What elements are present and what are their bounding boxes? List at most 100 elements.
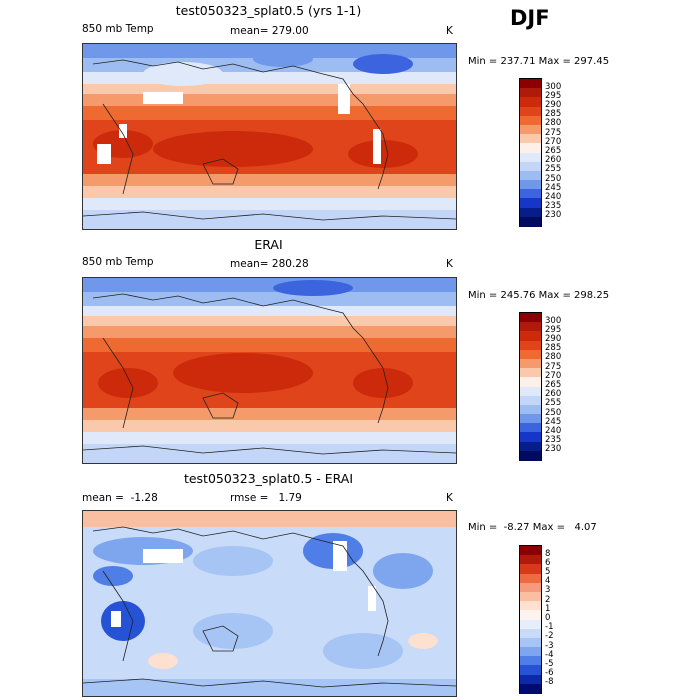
panel3-units-label: K — [446, 492, 453, 504]
colorbar-tick-label: 275 — [545, 127, 562, 138]
colorbar-segment — [520, 656, 541, 666]
colorbar-tick-label: 260 — [545, 389, 562, 400]
colorbar-tick-label: 300 — [545, 315, 562, 326]
panel1-minmax: Min = 237.71 Max = 297.45 — [468, 56, 610, 67]
colorbar-segment — [520, 88, 541, 98]
colorbar-tick-label: 260 — [545, 155, 562, 166]
colorbar-segment — [520, 423, 541, 433]
panel3-colorbar — [519, 545, 542, 694]
panel2-colorbar — [519, 312, 542, 461]
colorbar-segment — [520, 340, 541, 351]
panel1-map-field — [83, 44, 456, 229]
panel1-colorbar-labels: 300 295 290 285 280 275 270 265 260 255 250 245 240 2… — [545, 78, 585, 225]
colorbar-segment — [520, 106, 541, 117]
colorbar-segment — [520, 189, 541, 199]
panel3-rmse-label: rmse = 1.79 — [230, 492, 302, 504]
panel1-variable-label: 850 mb Temp — [82, 23, 154, 35]
colorbar-segment — [520, 432, 541, 443]
panel3-title: test050323_splat0.5 - ERAI — [183, 471, 354, 486]
colorbar-segment — [520, 610, 541, 620]
colorbar-segment — [520, 450, 541, 461]
colorbar-segment — [520, 674, 541, 685]
colorbar-tick-label: 255 — [545, 164, 562, 175]
colorbar-segment — [520, 161, 541, 172]
colorbar-tick-label: 3 — [545, 585, 551, 596]
panel1-map — [82, 43, 457, 230]
colorbar-tick-label: 0 — [545, 613, 551, 623]
colorbar-tick-label: 280 — [545, 118, 562, 129]
colorbar-segment — [520, 198, 541, 209]
colorbar-segment — [520, 368, 541, 378]
colorbar-segment — [520, 143, 541, 153]
colorbar-tick-label: 235 — [545, 435, 562, 446]
colorbar-tick-label: 275 — [545, 361, 562, 372]
colorbar-tick-label: -3 — [545, 640, 554, 651]
panel2-map-field — [83, 278, 456, 463]
colorbar-tick-label: 265 — [545, 146, 562, 156]
colorbar-tick-label: -8 — [545, 677, 554, 688]
colorbar-segment — [520, 170, 541, 181]
colorbar-tick-label: 255 — [545, 398, 562, 409]
panel2-mean-label: mean= 280.28 — [230, 258, 309, 270]
colorbar-tick-label: 285 — [545, 109, 562, 120]
colorbar-segment — [520, 97, 541, 108]
colorbar-segment — [520, 555, 541, 565]
colorbar-tick-label: -6 — [545, 668, 554, 679]
season-label: DJF — [510, 6, 550, 30]
panel1-mean-label: mean= 279.00 — [230, 25, 309, 37]
colorbar-segment — [520, 152, 541, 163]
colorbar-segment — [520, 601, 541, 611]
colorbar-segment — [520, 591, 541, 602]
panel3-minmax: Min = -8.27 Max = 4.07 — [468, 522, 597, 533]
colorbar-segment — [520, 207, 541, 218]
colorbar-tick-label: -4 — [545, 649, 554, 660]
colorbar-tick-label: 6 — [545, 557, 551, 568]
colorbar-segment — [520, 349, 541, 360]
panel2-colorbar-labels: 300 295 290 285 280 275 270 265 260 255 250 245 240 2… — [545, 312, 585, 459]
colorbar-tick-label: 245 — [545, 182, 562, 193]
colorbar-segment — [520, 313, 541, 323]
colorbar-segment — [520, 414, 541, 424]
colorbar-tick-label: 230 — [545, 444, 562, 455]
colorbar-segment — [520, 216, 541, 227]
panel1-colorbar — [519, 78, 542, 227]
colorbar-segment — [520, 386, 541, 397]
colorbar-segment — [520, 358, 541, 369]
colorbar-segment — [520, 134, 541, 144]
colorbar-tick-label: -2 — [545, 631, 554, 642]
colorbar-segment — [520, 665, 541, 676]
colorbar-tick-label: 270 — [545, 136, 562, 147]
panel2-map — [82, 277, 457, 464]
colorbar-segment — [520, 619, 541, 630]
colorbar-tick-label: -1 — [545, 622, 554, 633]
colorbar-tick-label: 270 — [545, 370, 562, 381]
colorbar-tick-label: 250 — [545, 173, 562, 184]
colorbar-tick-label: 290 — [545, 100, 562, 111]
colorbar-segment — [520, 395, 541, 406]
colorbar-segment — [520, 124, 541, 135]
panel3-mean-label: mean = -1.28 — [82, 492, 158, 504]
colorbar-segment — [520, 628, 541, 639]
colorbar-tick-label: 300 — [545, 81, 562, 92]
colorbar-tick-label: 2 — [545, 594, 551, 605]
colorbar-tick-label: 240 — [545, 191, 562, 202]
colorbar-segment — [520, 573, 541, 584]
colorbar-tick-label: 1 — [545, 603, 551, 614]
colorbar-segment — [520, 404, 541, 415]
colorbar-segment — [520, 115, 541, 126]
panel1-units-label: K — [446, 25, 453, 37]
colorbar-tick-label: 295 — [545, 90, 562, 101]
colorbar-segment — [520, 377, 541, 387]
colorbar-segment — [520, 647, 541, 657]
colorbar-tick-label: 285 — [545, 343, 562, 354]
colorbar-segment — [520, 564, 541, 575]
colorbar-segment — [520, 441, 541, 452]
colorbar-tick-label: 235 — [545, 201, 562, 212]
colorbar-tick-label: 230 — [545, 210, 562, 221]
colorbar-segment — [520, 180, 541, 190]
colorbar-tick-label: 290 — [545, 334, 562, 345]
colorbar-segment — [520, 546, 541, 556]
panel2-variable-label: 850 mb Temp — [82, 256, 154, 268]
colorbar-segment — [520, 322, 541, 332]
colorbar-tick-label: 245 — [545, 416, 562, 427]
